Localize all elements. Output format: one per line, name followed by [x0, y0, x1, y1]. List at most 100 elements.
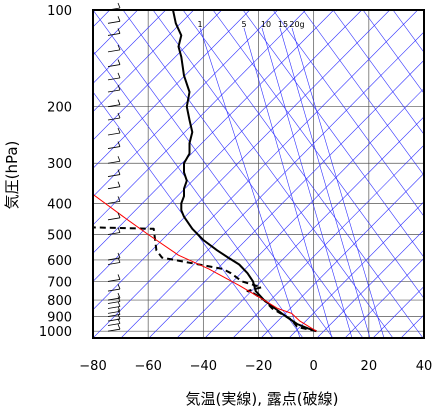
wind-barb	[107, 160, 121, 164]
x-axis-label: 気温(実線), 露点(破線)	[186, 390, 339, 408]
wind-barb-flag	[117, 112, 121, 119]
wind-barb	[107, 104, 121, 108]
wind-barb	[107, 117, 121, 121]
wind-barb-flag	[117, 156, 121, 162]
wind-barb-flag	[117, 196, 121, 202]
wind-barb-flag	[117, 283, 121, 290]
isotherm-line	[316, 229, 424, 338]
wind-barb-flag	[117, 127, 121, 134]
y-tick-label: 100	[47, 4, 72, 19]
wind-barb	[107, 174, 121, 177]
isotherm-line	[93, 10, 278, 198]
wind-barb-flag	[117, 141, 121, 147]
isotherm-line	[93, 10, 166, 84]
mixing-ratio-line	[291, 27, 385, 338]
wind-barb-flag	[117, 169, 121, 175]
isotherm-line	[93, 10, 222, 141]
dry-adiabat-line	[93, 50, 304, 338]
y-tick-label: 400	[47, 197, 72, 212]
mixing-ratio-label: 10	[261, 20, 271, 29]
isotherm-line	[148, 59, 424, 338]
axis-labels: 1 5 10 15 20g1002003004005006007008009001000…	[3, 4, 432, 408]
x-tick-label: 0	[310, 359, 318, 374]
wind-barb	[107, 132, 121, 136]
wind-barb-flag	[117, 296, 121, 302]
wind-barb-flag	[117, 292, 121, 299]
x-tick-label: −60	[134, 359, 161, 374]
dry-adiabat-lines	[93, 10, 424, 338]
wind-barb	[107, 20, 121, 24]
wind-barb-flag	[117, 309, 121, 315]
isotherm-line	[93, 10, 306, 226]
wind-barb	[107, 49, 121, 53]
y-tick-label: 200	[47, 101, 72, 116]
wind-barb	[107, 310, 121, 314]
mixing-ratio-line	[279, 27, 371, 338]
wind-barb	[107, 33, 121, 36]
wind-barb	[107, 64, 121, 67]
y-tick-label: 900	[47, 310, 72, 325]
dry-adiabat-line	[242, 10, 424, 258]
wind-barb-flag	[117, 212, 121, 218]
mixing-ratio-label: 1	[197, 20, 202, 29]
temperature-line	[172, 10, 317, 333]
y-axis-label: 気圧(hPa)	[3, 141, 21, 210]
dry-adiabat-line	[122, 10, 364, 338]
isotherm-line	[176, 88, 424, 338]
wind-barb-flag	[117, 72, 121, 79]
wind-barb-flag	[117, 16, 121, 22]
y-tick-label: 300	[47, 157, 72, 172]
wind-barb-flag	[117, 2, 121, 9]
isotherm-line	[93, 10, 194, 113]
mixing-ratio-label: 15	[278, 20, 288, 29]
dry-adiabat-line	[152, 10, 394, 338]
wind-barb	[107, 232, 121, 235]
wind-barb-flag	[117, 59, 121, 65]
y-tick-label: 700	[47, 275, 72, 290]
wind-barb-flag	[117, 84, 121, 91]
mixing-ratio-line	[243, 27, 333, 338]
isotherm-line	[204, 116, 424, 338]
isotherm-line	[429, 10, 435, 338]
dewpoint-line	[93, 226, 317, 333]
isotherm-line	[93, 10, 390, 311]
mixing-ratio-lines	[199, 27, 385, 338]
wind-barb	[107, 146, 121, 149]
isotherm-line	[288, 201, 424, 338]
y-tick-label: 500	[47, 229, 72, 244]
isotherm-line	[93, 10, 334, 254]
isotherm-line	[93, 10, 250, 169]
dry-adiabat-line	[93, 10, 334, 338]
x-tick-label: −80	[79, 359, 106, 374]
wind-barb-flag	[117, 274, 121, 280]
isotherm-line	[93, 10, 362, 282]
wind-barb-flag	[117, 313, 121, 320]
wind-barb-flag	[117, 301, 121, 307]
mixing-ratio-line	[199, 27, 301, 338]
wind-barb-flag	[117, 28, 121, 34]
x-tick-label: −40	[190, 359, 217, 374]
isotherm-line	[344, 257, 424, 338]
wind-barb	[107, 328, 121, 332]
wind-barb	[107, 297, 121, 301]
wind-barb-flag	[117, 99, 121, 105]
wind-barb	[107, 186, 121, 190]
wind-barb-flag	[117, 252, 121, 259]
skewed-isotherm-lines	[93, 10, 435, 338]
wind-barb-flag	[117, 318, 121, 324]
wind-barb	[107, 77, 121, 81]
dry-adiabat-line	[212, 10, 424, 299]
dry-adiabat-line	[182, 10, 424, 338]
wind-barb-flag	[117, 227, 121, 233]
x-tick-label: 20	[361, 359, 378, 374]
y-tick-label: 600	[47, 254, 72, 269]
wind-barb-flag	[117, 181, 121, 187]
profile-series	[93, 10, 317, 333]
dry-adiabat-line	[332, 10, 424, 135]
y-tick-label: 800	[47, 294, 72, 309]
wind-barb	[107, 279, 121, 282]
wind-barb	[107, 288, 121, 292]
wind-barb	[107, 323, 121, 326]
wind-barb	[107, 89, 121, 93]
